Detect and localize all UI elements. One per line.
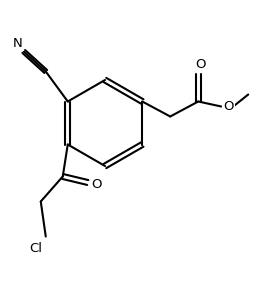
Text: O: O xyxy=(195,58,205,71)
Text: O: O xyxy=(223,100,233,113)
Text: Cl: Cl xyxy=(29,242,42,255)
Text: N: N xyxy=(13,37,23,50)
Text: O: O xyxy=(92,178,102,191)
